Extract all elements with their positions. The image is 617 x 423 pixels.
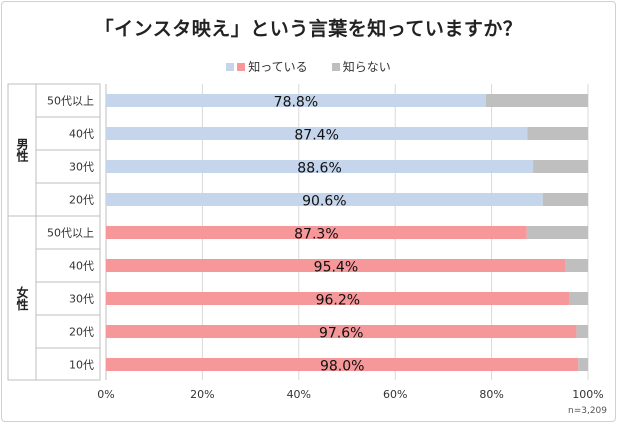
data-label: 88.6%: [297, 161, 341, 177]
group-label: 男性: [15, 138, 29, 163]
legend-label-unknown: 知らない: [342, 60, 391, 74]
legend-swatch-blue-icon: [226, 62, 235, 71]
data-label: 90.6%: [302, 194, 346, 210]
data-label: 95.4%: [314, 260, 358, 276]
category-label: 30代: [69, 161, 94, 174]
category-table-border: [7, 83, 101, 381]
x-tick-label: 0%: [97, 388, 114, 401]
bar-unknown: [565, 259, 588, 272]
bar-known: [106, 94, 486, 107]
legend-swatch-pink-icon: [237, 62, 246, 71]
x-tick-label: 80%: [479, 388, 503, 401]
category-label: 20代: [69, 326, 94, 339]
legend-item-unknown: 知らない: [331, 58, 391, 75]
data-label: 98.0%: [320, 359, 364, 375]
bar-known: [106, 358, 579, 371]
bar-unknown: [527, 127, 588, 140]
category-label: 40代: [69, 260, 94, 273]
category-label: 50代以上: [47, 95, 94, 108]
bar-unknown: [533, 160, 588, 173]
category-label: 30代: [69, 293, 94, 306]
x-tick-label: 40%: [287, 388, 311, 401]
legend-item-known: 知っている: [226, 58, 308, 75]
bar-unknown: [526, 226, 588, 239]
bar-known: [106, 325, 577, 338]
bar-known: [106, 127, 528, 140]
chart-legend: 知っている 知らない: [0, 58, 617, 75]
data-label: 78.8%: [274, 95, 318, 111]
bar-unknown: [485, 94, 588, 107]
bar-unknown: [576, 325, 588, 338]
category-label: 10代: [69, 359, 94, 372]
sample-size-note: n=3,209: [567, 406, 607, 416]
data-label: 97.6%: [319, 326, 363, 342]
data-label: 87.3%: [294, 227, 338, 243]
x-tick-label: 100%: [572, 388, 603, 401]
bar-known: [106, 259, 566, 272]
x-tick-label: 60%: [383, 388, 407, 401]
bar-known: [106, 226, 527, 239]
legend-swatch-gray-icon: [331, 62, 340, 71]
bar-unknown: [578, 358, 588, 371]
bar-unknown: [542, 193, 588, 206]
bar-known: [106, 292, 570, 305]
category-label: 50代以上: [47, 227, 94, 240]
bar-unknown: [569, 292, 588, 305]
group-label: 女性: [15, 285, 29, 311]
chart-title: 「インスタ映え」という言葉を知っていますか？: [94, 18, 523, 40]
bar-known: [106, 160, 534, 173]
category-label: 40代: [69, 128, 94, 141]
x-tick-label: 20%: [190, 388, 214, 401]
bar-known: [106, 193, 543, 206]
legend-label-known: 知っている: [248, 60, 308, 74]
data-label: 87.4%: [294, 128, 338, 144]
category-label: 20代: [69, 194, 94, 207]
data-label: 96.2%: [316, 293, 360, 309]
